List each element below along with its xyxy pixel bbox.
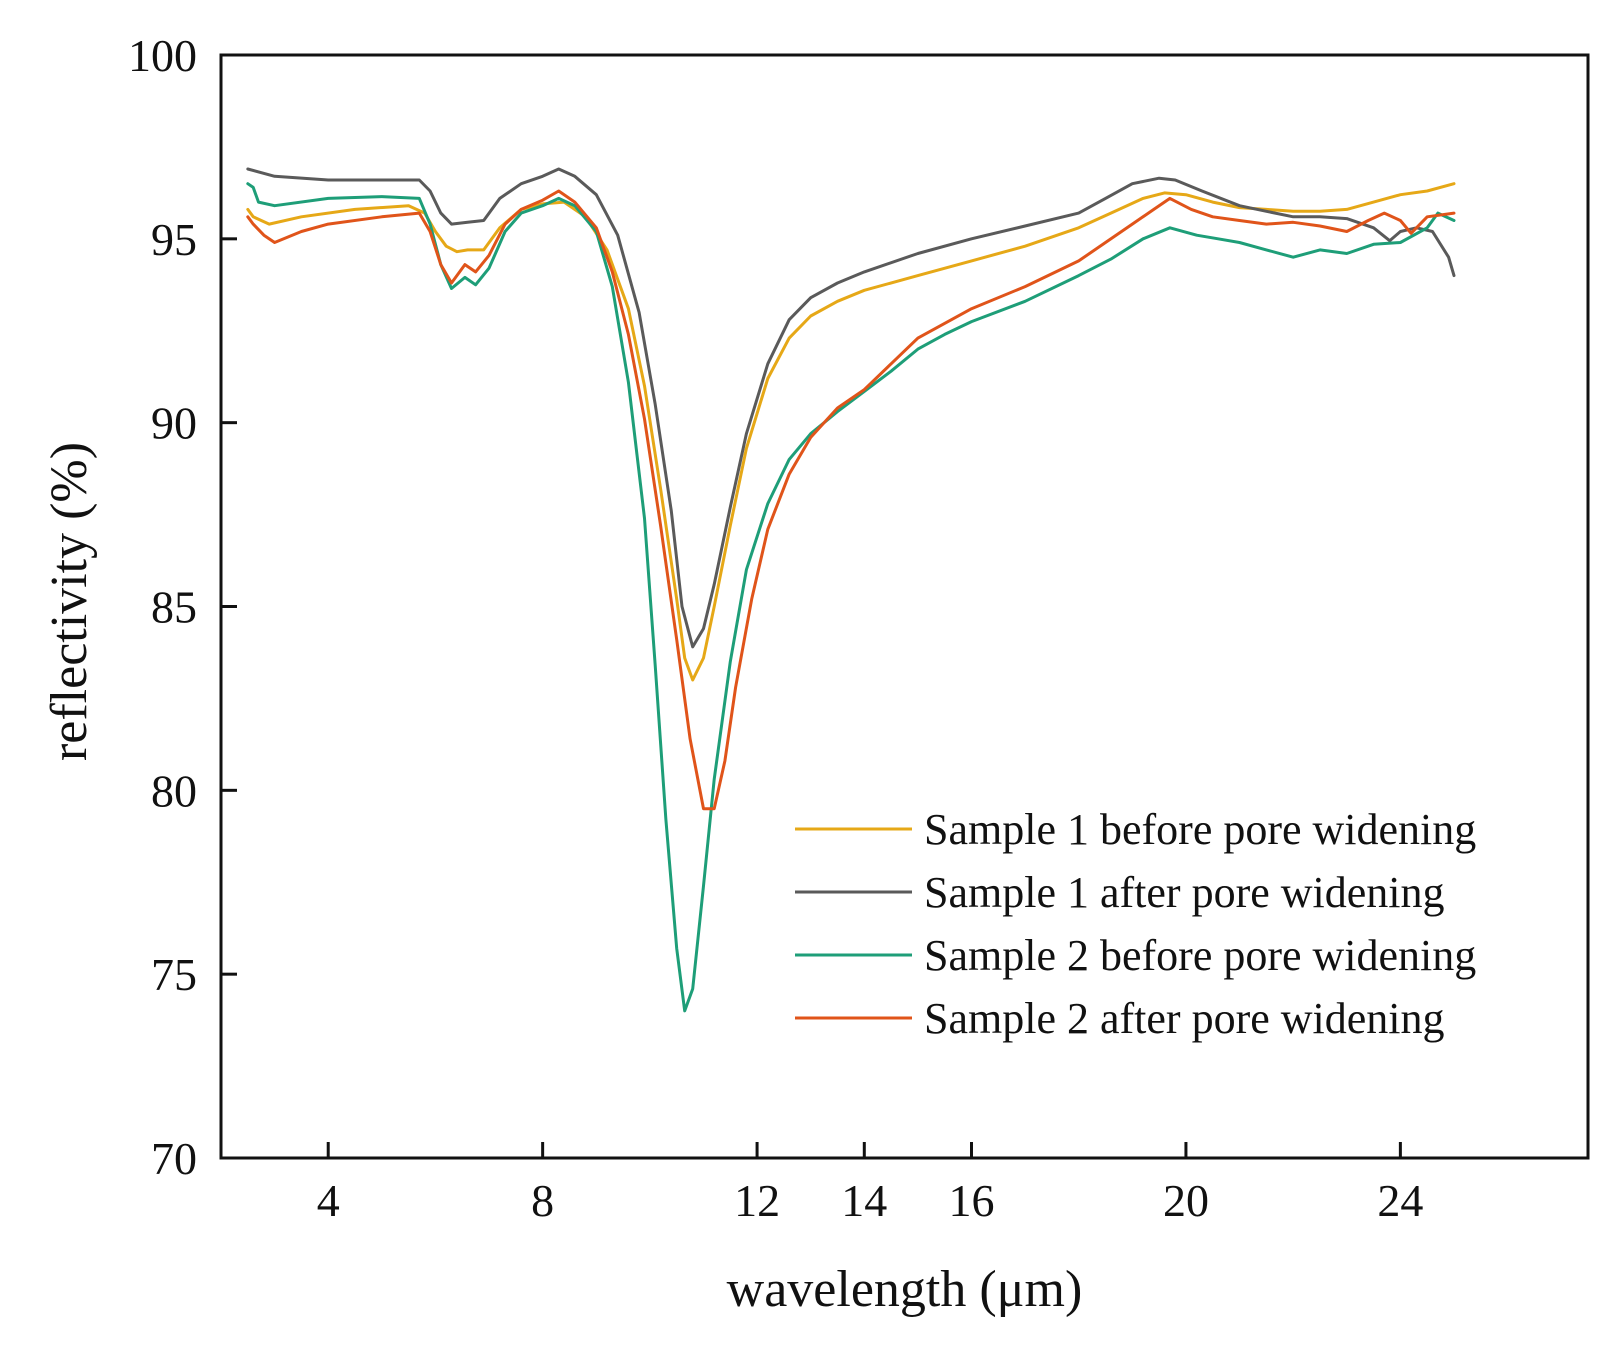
legend-label-3: Sample 2 before pore widening — [924, 931, 1476, 980]
x-tick-label: 14 — [841, 1175, 887, 1226]
y-tick-label: 95 — [151, 214, 197, 265]
y-axis-label: reflectivity (%) — [41, 442, 98, 761]
x-tick-label: 16 — [949, 1175, 995, 1226]
y-tick-label: 100 — [128, 30, 197, 81]
y-tick-label: 90 — [151, 398, 197, 449]
y-tick-label: 70 — [151, 1133, 197, 1184]
x-tick-label: 12 — [734, 1175, 780, 1226]
legend-label-1: Sample 1 before pore widening — [924, 805, 1476, 854]
series-line-2 — [246, 167, 1456, 649]
ticks-layer: 4 8 12 14 16 20 24 70 75 80 85 90 95 100 — [128, 30, 1423, 1226]
y-tick-label: 85 — [151, 582, 197, 633]
y-tick-label: 80 — [151, 765, 197, 816]
legend: Sample 1 before pore widening Sample 1 af… — [795, 805, 1476, 1043]
x-tick-label: 8 — [531, 1175, 554, 1226]
series-line-3 — [246, 182, 1456, 1013]
x-axis-label: wavelength (μm) — [727, 1261, 1083, 1318]
x-tick-label: 4 — [317, 1175, 340, 1226]
series-layer — [246, 167, 1456, 1013]
x-tick-label: 24 — [1377, 1175, 1423, 1226]
x-tick-label: 20 — [1163, 1175, 1209, 1226]
series-line-1 — [246, 182, 1456, 682]
legend-label-4: Sample 2 after pore widening — [924, 994, 1445, 1043]
y-tick-label: 75 — [151, 949, 197, 1000]
legend-label-2: Sample 1 after pore widening — [924, 868, 1445, 917]
series-line-4 — [246, 189, 1456, 811]
